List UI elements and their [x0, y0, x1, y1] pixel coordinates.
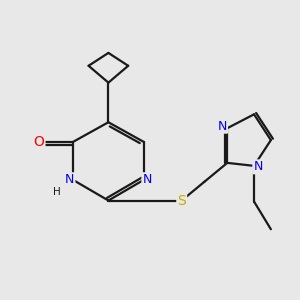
Text: O: O: [34, 135, 44, 149]
Text: S: S: [177, 194, 186, 208]
Text: N: N: [142, 173, 152, 186]
Text: N: N: [253, 160, 263, 173]
Text: N: N: [65, 173, 74, 186]
Text: N: N: [218, 120, 227, 133]
Text: H: H: [53, 187, 61, 196]
